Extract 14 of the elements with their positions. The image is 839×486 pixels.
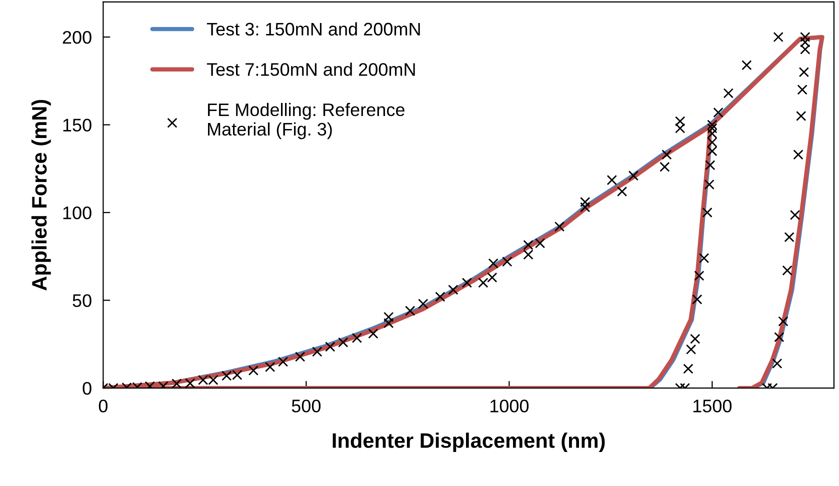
x-tick-label: 0 [98,400,108,412]
x-tick-label: 1500 [693,400,732,412]
legend-label: FE Modelling: Reference Material (Fig. 3) [208,102,404,140]
x-axis-title: Indenter Displacement (nm) [332,432,605,452]
y-axis-title: Applied Force (mN) [31,100,51,291]
legend-label: Test 7:150mN and 200mN [206,62,415,76]
y-tick-label: 200 [62,30,92,44]
y-tick-label: 0 [82,382,92,395]
legend-label: Test 3: 150mN and 200mN [206,22,420,36]
y-tick-label: 50 [72,294,92,307]
x-tick-label: 500 [292,400,321,412]
x-tick-label: 1000 [490,400,529,412]
y-tick-label: 150 [63,118,92,132]
y-tick-label: 100 [63,206,92,220]
